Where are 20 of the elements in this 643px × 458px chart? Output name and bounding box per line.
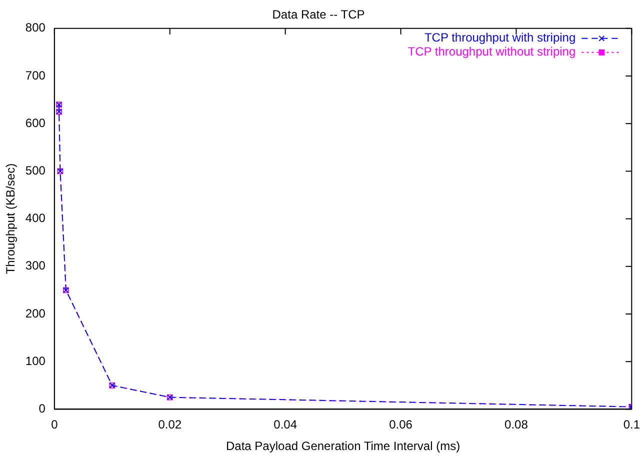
x-tick-label: 0.04 — [274, 418, 298, 432]
y-tick-label: 700 — [25, 68, 46, 82]
y-tick-label: 600 — [25, 116, 46, 130]
x-tick-label: 0.02 — [158, 418, 182, 432]
y-axis-title: Throughput (KB/sec) — [4, 163, 18, 274]
y-tick-label: 400 — [25, 211, 46, 226]
y-tick-label: 100 — [25, 354, 46, 368]
legend-label: TCP throughput without striping — [408, 44, 576, 59]
x-tick-label: 0.1 — [623, 418, 640, 432]
y-tick-label: 300 — [25, 258, 46, 273]
x-tick-label: 0.08 — [504, 418, 528, 432]
legend-label: TCP throughput with striping — [424, 30, 576, 45]
chart-title: Data Rate -- TCP — [272, 8, 365, 22]
y-tick-label: 0 — [38, 402, 46, 416]
x-tick-label: 0 — [51, 418, 58, 432]
y-tick-label: 200 — [25, 306, 46, 320]
y-tick-label: 500 — [25, 164, 46, 178]
x-tick-label: 0.06 — [389, 418, 413, 432]
x-axis-title: Data Payload Generation Time Interval (ms) — [226, 439, 460, 454]
y-tick-label: 800 — [25, 20, 46, 35]
